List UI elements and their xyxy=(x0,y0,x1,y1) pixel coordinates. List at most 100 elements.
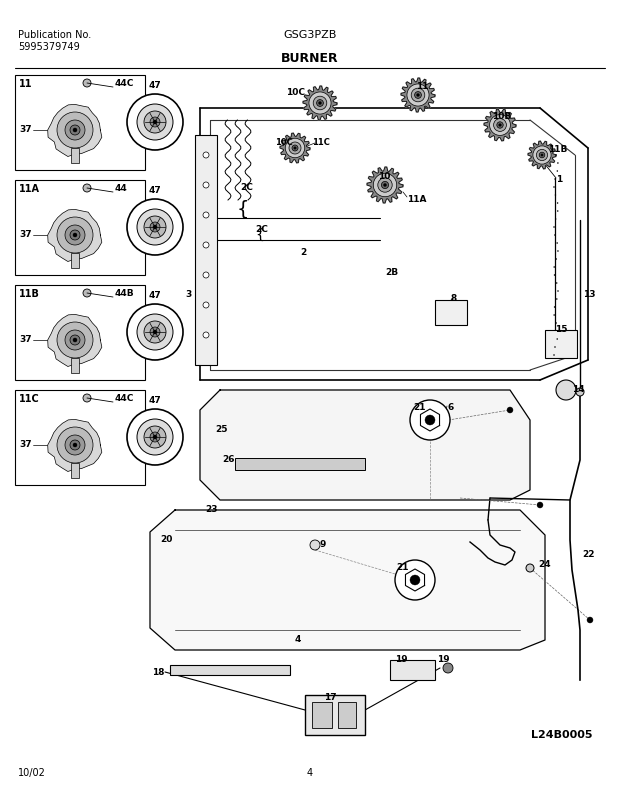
Text: 11C: 11C xyxy=(19,394,40,404)
Circle shape xyxy=(73,233,77,237)
Circle shape xyxy=(153,120,157,124)
Text: 14: 14 xyxy=(572,385,585,394)
Text: 47: 47 xyxy=(149,186,161,195)
Circle shape xyxy=(539,152,545,158)
Circle shape xyxy=(137,209,173,245)
Circle shape xyxy=(83,394,91,402)
Circle shape xyxy=(556,323,557,324)
Polygon shape xyxy=(484,109,516,141)
Circle shape xyxy=(203,182,209,188)
Circle shape xyxy=(384,183,386,186)
Bar xyxy=(545,330,577,358)
Text: 37: 37 xyxy=(19,230,32,239)
Circle shape xyxy=(554,235,556,236)
Polygon shape xyxy=(280,133,310,163)
Polygon shape xyxy=(48,314,102,366)
Circle shape xyxy=(83,79,91,87)
Bar xyxy=(71,463,79,478)
Circle shape xyxy=(127,199,183,255)
Text: 3: 3 xyxy=(186,290,192,299)
Circle shape xyxy=(537,502,543,508)
Text: 26: 26 xyxy=(222,455,234,464)
Text: 17: 17 xyxy=(324,693,336,702)
Bar xyxy=(305,695,365,735)
Text: Publication No.: Publication No. xyxy=(18,30,91,40)
Circle shape xyxy=(494,119,507,132)
Circle shape xyxy=(417,94,419,97)
Text: 25: 25 xyxy=(215,425,228,434)
Text: 23: 23 xyxy=(205,505,218,514)
Circle shape xyxy=(554,266,555,267)
Text: 4: 4 xyxy=(307,768,313,778)
Text: 37: 37 xyxy=(19,335,32,344)
Circle shape xyxy=(57,112,93,148)
Circle shape xyxy=(150,327,160,337)
Text: GSG3PZB: GSG3PZB xyxy=(283,30,337,40)
Polygon shape xyxy=(367,167,403,203)
Circle shape xyxy=(127,94,183,150)
Circle shape xyxy=(203,302,209,308)
Circle shape xyxy=(576,388,584,396)
Text: 18: 18 xyxy=(153,668,165,677)
Circle shape xyxy=(83,184,91,192)
Text: 37: 37 xyxy=(19,125,32,134)
Circle shape xyxy=(73,338,77,342)
Circle shape xyxy=(443,663,453,673)
Text: 44B: 44B xyxy=(115,289,135,298)
Circle shape xyxy=(73,128,77,132)
Circle shape xyxy=(541,154,543,156)
Circle shape xyxy=(587,617,593,623)
Text: 11A: 11A xyxy=(19,184,40,194)
Text: 10: 10 xyxy=(378,172,391,181)
Circle shape xyxy=(526,564,534,572)
Text: 21: 21 xyxy=(413,403,425,412)
Text: 11: 11 xyxy=(416,82,428,91)
Circle shape xyxy=(203,152,209,158)
Circle shape xyxy=(137,104,173,140)
Circle shape xyxy=(285,138,305,158)
Bar xyxy=(15,180,145,275)
Circle shape xyxy=(70,125,80,135)
Text: BURNER: BURNER xyxy=(281,52,339,65)
Text: 2C: 2C xyxy=(255,225,268,234)
Circle shape xyxy=(65,330,85,350)
Circle shape xyxy=(556,380,576,400)
Polygon shape xyxy=(48,105,102,156)
Text: {: { xyxy=(237,200,249,219)
Circle shape xyxy=(557,202,558,204)
Circle shape xyxy=(554,274,555,275)
Text: 19: 19 xyxy=(437,655,450,664)
Circle shape xyxy=(137,314,173,350)
Bar xyxy=(312,702,332,728)
Circle shape xyxy=(507,407,513,413)
Text: 21: 21 xyxy=(396,563,409,572)
Text: 5995379749: 5995379749 xyxy=(18,42,80,52)
Circle shape xyxy=(289,142,301,154)
Circle shape xyxy=(65,120,85,140)
Bar xyxy=(15,75,145,170)
Bar xyxy=(15,285,145,380)
Circle shape xyxy=(127,409,183,465)
Circle shape xyxy=(150,432,160,442)
Polygon shape xyxy=(528,141,556,169)
Circle shape xyxy=(70,335,80,345)
Text: 47: 47 xyxy=(149,396,161,405)
Text: 15: 15 xyxy=(555,325,567,334)
Circle shape xyxy=(153,330,157,334)
Text: 10B: 10B xyxy=(492,112,512,121)
Text: 11: 11 xyxy=(19,79,32,89)
Circle shape xyxy=(70,230,80,240)
Text: 2C: 2C xyxy=(240,183,253,192)
Circle shape xyxy=(410,400,450,440)
Text: 11B: 11B xyxy=(548,145,567,154)
Text: 37: 37 xyxy=(19,440,32,449)
Circle shape xyxy=(313,96,327,109)
Circle shape xyxy=(373,174,397,197)
Circle shape xyxy=(536,149,547,161)
Circle shape xyxy=(555,194,556,196)
Text: 10C: 10C xyxy=(275,138,293,147)
Circle shape xyxy=(150,117,160,127)
Text: 13: 13 xyxy=(583,290,595,299)
Text: 22: 22 xyxy=(582,550,595,559)
Circle shape xyxy=(294,147,296,149)
